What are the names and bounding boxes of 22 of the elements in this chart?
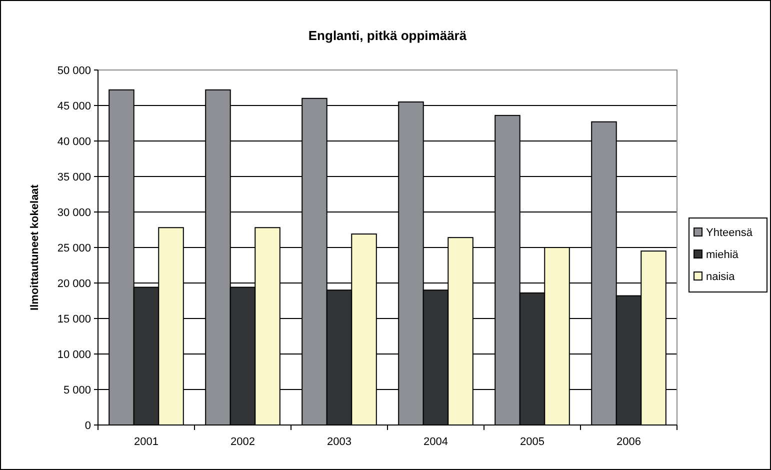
- x-tick-label: 2006: [616, 436, 641, 448]
- x-tick-label: 2001: [134, 436, 158, 448]
- y-tick-label: 35 000: [57, 171, 91, 184]
- y-tick-label: 0: [84, 420, 91, 432]
- chart-title: Englanti, pitkä oppimäärä: [308, 28, 468, 43]
- y-tick-label: 5 000: [63, 384, 91, 396]
- x-tick-label: 2005: [520, 436, 544, 448]
- y-tick-label: 40 000: [57, 136, 91, 148]
- legend-label: naisia: [706, 270, 736, 283]
- y-tick-label: 15 000: [57, 313, 91, 326]
- y-tick-label: 10 000: [57, 348, 91, 361]
- y-tick-label: 20 000: [57, 278, 91, 290]
- y-axis-title: Ilmoittautuneet kokelaat: [29, 184, 41, 310]
- legend-label: Yhteensä: [706, 226, 754, 239]
- y-tick-label: 45 000: [57, 100, 91, 112]
- y-tick-label: 25 000: [57, 242, 91, 254]
- x-tick-label: 2002: [230, 436, 255, 448]
- y-tick-label: 50 000: [57, 64, 91, 77]
- legend-label: miehiä: [706, 248, 740, 261]
- y-tick-label: 30 000: [57, 206, 91, 219]
- x-tick-label: 2003: [327, 436, 352, 448]
- x-tick-label: 2004: [424, 436, 448, 448]
